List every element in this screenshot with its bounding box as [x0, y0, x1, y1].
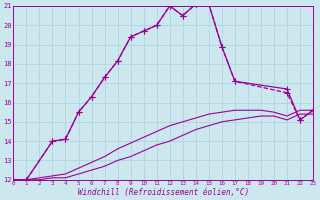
- X-axis label: Windchill (Refroidissement éolien,°C): Windchill (Refroidissement éolien,°C): [78, 188, 249, 197]
